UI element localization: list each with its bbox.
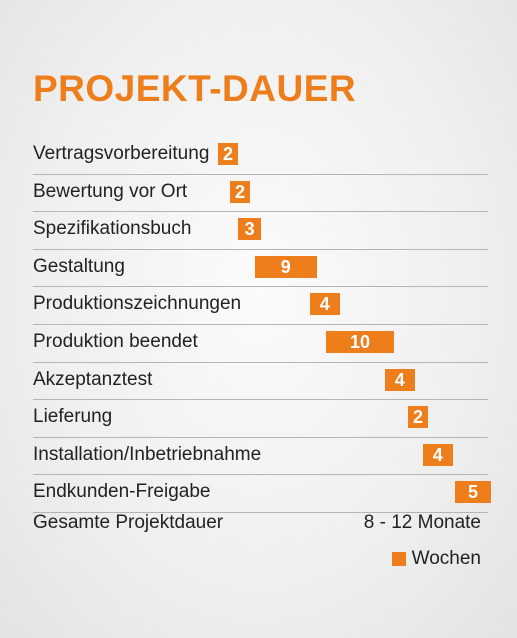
gantt-row: Installation/Inbetriebnahme 4	[33, 438, 488, 476]
gantt-rows: Vertragsvorbereitung 2 Bewertung vor Ort 2 S…	[33, 137, 491, 513]
gantt-row: Akzeptanztest 4	[33, 363, 488, 401]
gantt-row: Vertragsvorbereitung 2	[33, 137, 488, 175]
duration-bar: 5	[455, 481, 491, 504]
duration-bar: 4	[423, 443, 453, 466]
gantt-row: Produktionszeichnungen 4	[33, 287, 488, 325]
duration-bar: 2	[408, 406, 428, 429]
task-label: Produktion beendet	[33, 330, 198, 352]
duration-bar: 10	[326, 330, 394, 353]
legend-label: Wochen	[411, 548, 481, 569]
gantt-row: Spezifikationsbuch 3	[33, 212, 488, 250]
chart-title: PROJEKT-DAUER	[33, 68, 357, 109]
gantt-row: Lieferung 2	[33, 400, 488, 438]
task-label: Lieferung	[33, 406, 113, 428]
duration-bar: 9	[255, 255, 317, 278]
task-label: Akzeptanztest	[33, 368, 153, 390]
legend-swatch	[391, 552, 406, 566]
task-label: Endkunden-Freigabe	[33, 481, 211, 503]
duration-bar: 4	[310, 293, 340, 316]
task-label: Spezifikationsbuch	[33, 218, 192, 240]
duration-bar: 2	[218, 143, 238, 165]
total-duration-value: 8 - 12 Monate	[363, 512, 481, 533]
gantt-row: Produktion beendet 10	[33, 325, 488, 363]
duration-bar: 3	[238, 218, 262, 241]
total-duration-label: Gesamte Projektdauer	[33, 512, 224, 533]
duration-bar: 4	[385, 368, 415, 391]
legend: Wochen	[391, 548, 481, 570]
gantt-row: Bewertung vor Ort 2	[33, 175, 488, 213]
task-label: Produktionszeichnungen	[33, 293, 242, 315]
gantt-row: Gestaltung 9	[33, 250, 488, 288]
task-label: Bewertung vor Ort	[33, 180, 188, 202]
task-label: Installation/Inbetriebnahme	[33, 443, 262, 465]
task-label: Vertragsvorbereitung	[33, 143, 210, 164]
total-duration-row: Gesamte Projektdauer 8 - 12 Monate	[33, 512, 481, 534]
task-label: Gestaltung	[33, 255, 125, 277]
gantt-row: Endkunden-Freigabe 5	[33, 475, 491, 513]
duration-bar: 2	[230, 180, 250, 203]
